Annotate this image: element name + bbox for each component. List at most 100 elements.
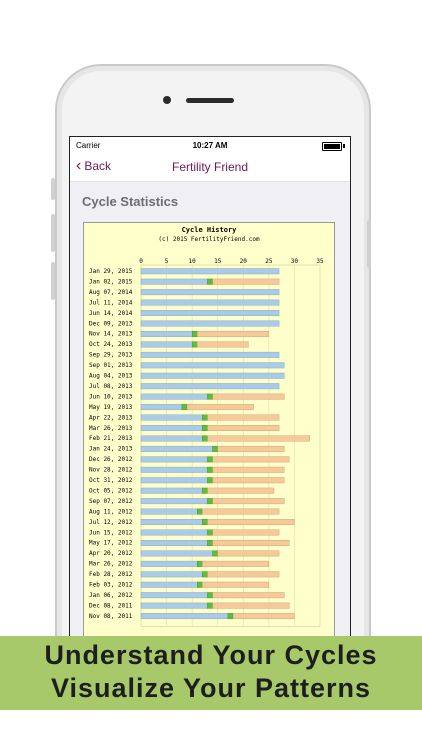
bar-pre-ovulation (140, 498, 208, 505)
status-time: 10:27 AM (192, 141, 228, 150)
cycle-date-label: Dec 26, 2012 (89, 456, 133, 463)
cycle-date-label: Sep 07, 2012 (89, 498, 133, 505)
bar-pre-ovulation (140, 404, 183, 411)
bar-post-ovulation (212, 477, 285, 484)
bar-ovulation (227, 613, 234, 620)
bar-ovulation (191, 341, 198, 348)
bar-post-ovulation (212, 456, 290, 463)
cycle-date-label: May 17, 2012 (89, 540, 133, 547)
bar-post-ovulation (212, 393, 285, 400)
cycle-date-label: Jan 02, 2015 (89, 278, 133, 285)
nav-title: Fertility Friend (171, 160, 248, 174)
bar-post-ovulation (212, 466, 285, 473)
bar-pre-ovulation (140, 550, 213, 557)
bar-post-ovulation (202, 581, 270, 588)
bar-pre-ovulation (140, 289, 280, 296)
bar-ovulation (207, 602, 213, 609)
battery-icon (322, 142, 342, 151)
bar-pre-ovulation (140, 602, 208, 609)
cycle-date-label: Feb 21, 2013 (89, 435, 133, 442)
front-camera (163, 96, 171, 104)
cycle-statistics-section: Cycle Statistics Cycle History (c) 2015 … (70, 182, 350, 641)
section-heading: Cycle Statistics (82, 194, 179, 209)
navigation-bar: ‹ Back Fertility Friend (70, 155, 350, 182)
bar-pre-ovulation (140, 540, 208, 546)
bar-ovulation (207, 540, 213, 546)
power-button (367, 220, 371, 268)
bar-post-ovulation (207, 414, 280, 421)
bar-ovulation (202, 425, 208, 431)
mute-switch (51, 178, 55, 200)
cycle-date-label: Mar 26, 2013 (89, 425, 133, 432)
chart-plot: 0 5 10 15 20 25 30 35 Jan 29, 2015 Jan 02, 2015 Au… (89, 258, 324, 627)
bar-ovulation (207, 592, 213, 599)
cycle-date-label: Sep 29, 2013 (89, 352, 133, 359)
bar-pre-ovulation (140, 278, 208, 285)
bar-pre-ovulation (140, 372, 285, 379)
bar-pre-ovulation (140, 299, 280, 306)
back-label: Back (84, 159, 112, 173)
bar-post-ovulation (212, 540, 290, 546)
cycle-date-label: Jan 24, 2013 (89, 446, 133, 453)
bar-pre-ovulation (140, 310, 280, 317)
bar-post-ovulation (207, 425, 280, 431)
cycle-date-label: May 19, 2013 (89, 404, 133, 411)
bar-ovulation (212, 550, 218, 557)
cycle-date-label: Jul 08, 2013 (89, 383, 133, 390)
bar-post-ovulation (217, 445, 285, 452)
back-button[interactable]: ‹ Back (76, 158, 112, 174)
cycle-date-label: Oct 05, 2012 (89, 487, 133, 494)
bar-pre-ovulation (140, 341, 193, 348)
bar-pre-ovulation (140, 320, 280, 327)
chart-title: Cycle History (181, 226, 237, 234)
bar-post-ovulation (212, 602, 290, 609)
x-tick-label: 35 (316, 258, 324, 265)
bar-pre-ovulation (140, 613, 229, 620)
bar-ovulation (202, 519, 208, 525)
x-tick-label: 0 (139, 258, 143, 265)
caption-line-2: Visualize Your Patterns (50, 673, 372, 703)
bar-post-ovulation (217, 550, 280, 557)
bar-post-ovulation (197, 341, 249, 348)
bar-pre-ovulation (140, 456, 208, 463)
earpiece-speaker (186, 98, 234, 103)
cycle-date-label: Jun 15, 2012 (89, 529, 133, 536)
bar-post-ovulation (207, 435, 310, 442)
bar-ovulation (202, 571, 208, 578)
cycle-date-label: Jun 10, 2013 (89, 393, 133, 400)
bar-pre-ovulation (140, 571, 203, 578)
cycle-date-label: Feb 03, 2012 (89, 582, 133, 589)
bar-pre-ovulation (140, 383, 280, 390)
bar-pre-ovulation (140, 487, 203, 494)
bar-pre-ovulation (140, 508, 198, 515)
bar-post-ovulation (212, 529, 280, 536)
bar-ovulation (207, 456, 213, 463)
bar-ovulation (212, 445, 218, 452)
cycle-date-label: Jul 11, 2014 (89, 299, 133, 306)
bar-pre-ovulation (140, 362, 285, 369)
cycle-date-label: Jun 14, 2014 (89, 310, 133, 317)
caption-line-1: Understand Your Cycles (44, 640, 378, 670)
chart-subtitle: (c) 2015 FertilityFriend.com (158, 236, 260, 243)
cycle-date-label: Mar 26, 2012 (89, 561, 133, 568)
x-tick-label: 30 (291, 258, 299, 265)
cycle-date-label: Oct 31, 2012 (89, 477, 133, 484)
bar-post-ovulation (202, 560, 270, 567)
bar-ovulation (197, 508, 203, 515)
bar-pre-ovulation (140, 435, 203, 442)
cycle-date-label: Aug 11, 2012 (89, 508, 133, 515)
bar-ovulation (207, 498, 213, 505)
bar-pre-ovulation (140, 519, 203, 525)
status-bar: Carrier 10:27 AM (70, 137, 350, 155)
cycle-date-label: Nov 08, 2011 (89, 613, 133, 620)
bar-pre-ovulation (140, 268, 280, 275)
cycle-date-label: Apr 20, 2012 (89, 550, 133, 557)
cycle-date-label: Nov 28, 2012 (89, 467, 133, 474)
cycle-date-label: Feb 28, 2012 (89, 571, 133, 578)
x-tick-label: 15 (214, 258, 222, 265)
bar-pre-ovulation (140, 393, 208, 400)
bar-ovulation (207, 529, 213, 536)
bar-ovulation (207, 278, 213, 285)
bar-ovulation (197, 581, 203, 588)
cycle-date-label: Jul 12, 2012 (89, 519, 133, 526)
